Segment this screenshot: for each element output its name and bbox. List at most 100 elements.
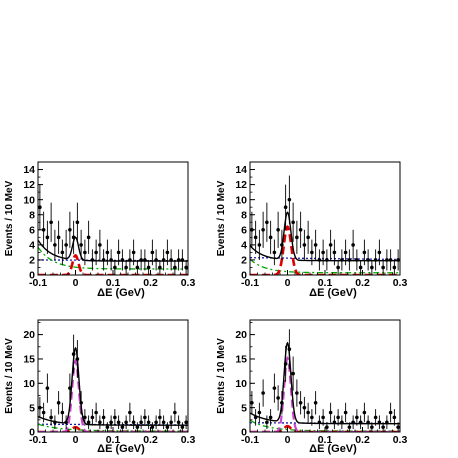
data-point xyxy=(355,415,359,420)
data-point xyxy=(291,220,295,225)
data-point xyxy=(347,425,352,429)
data-point xyxy=(253,415,258,420)
data-point xyxy=(377,420,382,425)
data-point xyxy=(124,265,128,270)
data-point xyxy=(358,265,363,270)
data-point xyxy=(332,250,337,255)
x-axis-title: ΔE (GeV) xyxy=(309,287,357,299)
data-point xyxy=(351,420,355,425)
plot-frame xyxy=(249,319,401,433)
data-point xyxy=(139,420,143,425)
data-point xyxy=(146,265,151,270)
data-point xyxy=(325,425,329,429)
y-tick-label: 10 xyxy=(235,378,247,390)
data-point xyxy=(116,420,121,425)
data-point xyxy=(366,420,370,425)
data-point xyxy=(113,265,117,270)
data-point xyxy=(131,420,136,425)
y-tick-label: 8 xyxy=(29,209,35,221)
data-point xyxy=(257,410,262,415)
data-point xyxy=(176,420,181,425)
data-point xyxy=(64,420,68,425)
y-tick-label: 14 xyxy=(23,164,35,176)
data-point xyxy=(381,425,385,429)
y-tick-label: 10 xyxy=(235,194,247,206)
data-point xyxy=(56,400,61,405)
data-point xyxy=(302,405,307,410)
data-point xyxy=(49,415,53,420)
x-axis-title: ΔE (GeV) xyxy=(309,443,357,455)
y-tick-label: 20 xyxy=(235,329,247,341)
data-point xyxy=(169,420,173,425)
data-point xyxy=(113,415,117,420)
data-point xyxy=(79,400,83,405)
data-point xyxy=(128,410,132,415)
data-point xyxy=(276,228,280,232)
data-point xyxy=(158,265,162,270)
data-point xyxy=(313,400,318,405)
data-point xyxy=(328,243,333,247)
x-tick-label: 0.1 xyxy=(106,277,121,289)
data-point xyxy=(362,410,367,415)
data-point xyxy=(135,265,140,270)
data-point xyxy=(283,362,288,366)
y-axis: 0 2 4 6 8 10 12 14 xyxy=(235,161,255,282)
data-point xyxy=(101,415,106,420)
data-point xyxy=(381,265,385,270)
data-point xyxy=(268,235,273,240)
data-point xyxy=(109,420,113,425)
data-point xyxy=(388,410,393,415)
x-axis: -0.1 0 0.1 0.2 0.3 xyxy=(29,427,195,446)
curve-total xyxy=(38,346,188,426)
data-point xyxy=(56,235,61,240)
data-point xyxy=(53,420,57,425)
y-tick-label: 0 xyxy=(29,427,35,439)
data-point xyxy=(321,250,325,255)
data-point xyxy=(362,250,367,255)
curve-green xyxy=(38,246,188,270)
data-point xyxy=(184,265,188,270)
data-point xyxy=(265,420,269,425)
data-point xyxy=(60,250,65,255)
fit-curves xyxy=(250,211,400,275)
y-axis: 0 2 4 6 8 10 12 14 xyxy=(23,161,43,282)
x-tick-label: 0.1 xyxy=(106,434,121,446)
data-point xyxy=(336,415,340,420)
y-tick-label: 10 xyxy=(23,378,35,390)
data-point xyxy=(169,258,173,262)
data-points xyxy=(250,329,400,432)
data-point xyxy=(94,250,98,255)
data-point xyxy=(105,425,110,429)
data-point xyxy=(265,220,269,225)
data-point xyxy=(272,250,277,255)
y-tick-label: 0 xyxy=(29,270,35,282)
x-tick-label: 0 xyxy=(73,434,79,446)
y-tick-label: 15 xyxy=(235,354,247,366)
data-point xyxy=(105,250,110,255)
data-point xyxy=(261,391,265,395)
data-points xyxy=(38,334,188,432)
x-tick-label: -0.1 xyxy=(29,277,47,289)
data-point xyxy=(101,258,106,262)
data-point xyxy=(120,258,125,262)
data-point xyxy=(41,228,46,232)
data-point xyxy=(83,250,87,255)
y-axis-title: Events / 10 MeV xyxy=(216,180,227,256)
data-point xyxy=(86,235,91,240)
data-point xyxy=(272,386,277,390)
y-axis-title: Events / 10 MeV xyxy=(216,338,227,414)
data-point xyxy=(340,258,344,262)
data-point xyxy=(287,197,292,202)
data-point xyxy=(75,357,80,361)
data-point xyxy=(64,243,68,247)
data-point xyxy=(287,347,292,352)
y-axis-title: Events / 10 MeV xyxy=(4,338,15,414)
data-point xyxy=(161,420,166,425)
curve-green xyxy=(250,258,400,274)
data-point xyxy=(49,220,53,225)
x-tick-label: 0.3 xyxy=(393,277,408,289)
x-tick-label: 0.3 xyxy=(181,277,196,289)
data-point xyxy=(143,258,147,262)
data-point xyxy=(373,258,378,262)
